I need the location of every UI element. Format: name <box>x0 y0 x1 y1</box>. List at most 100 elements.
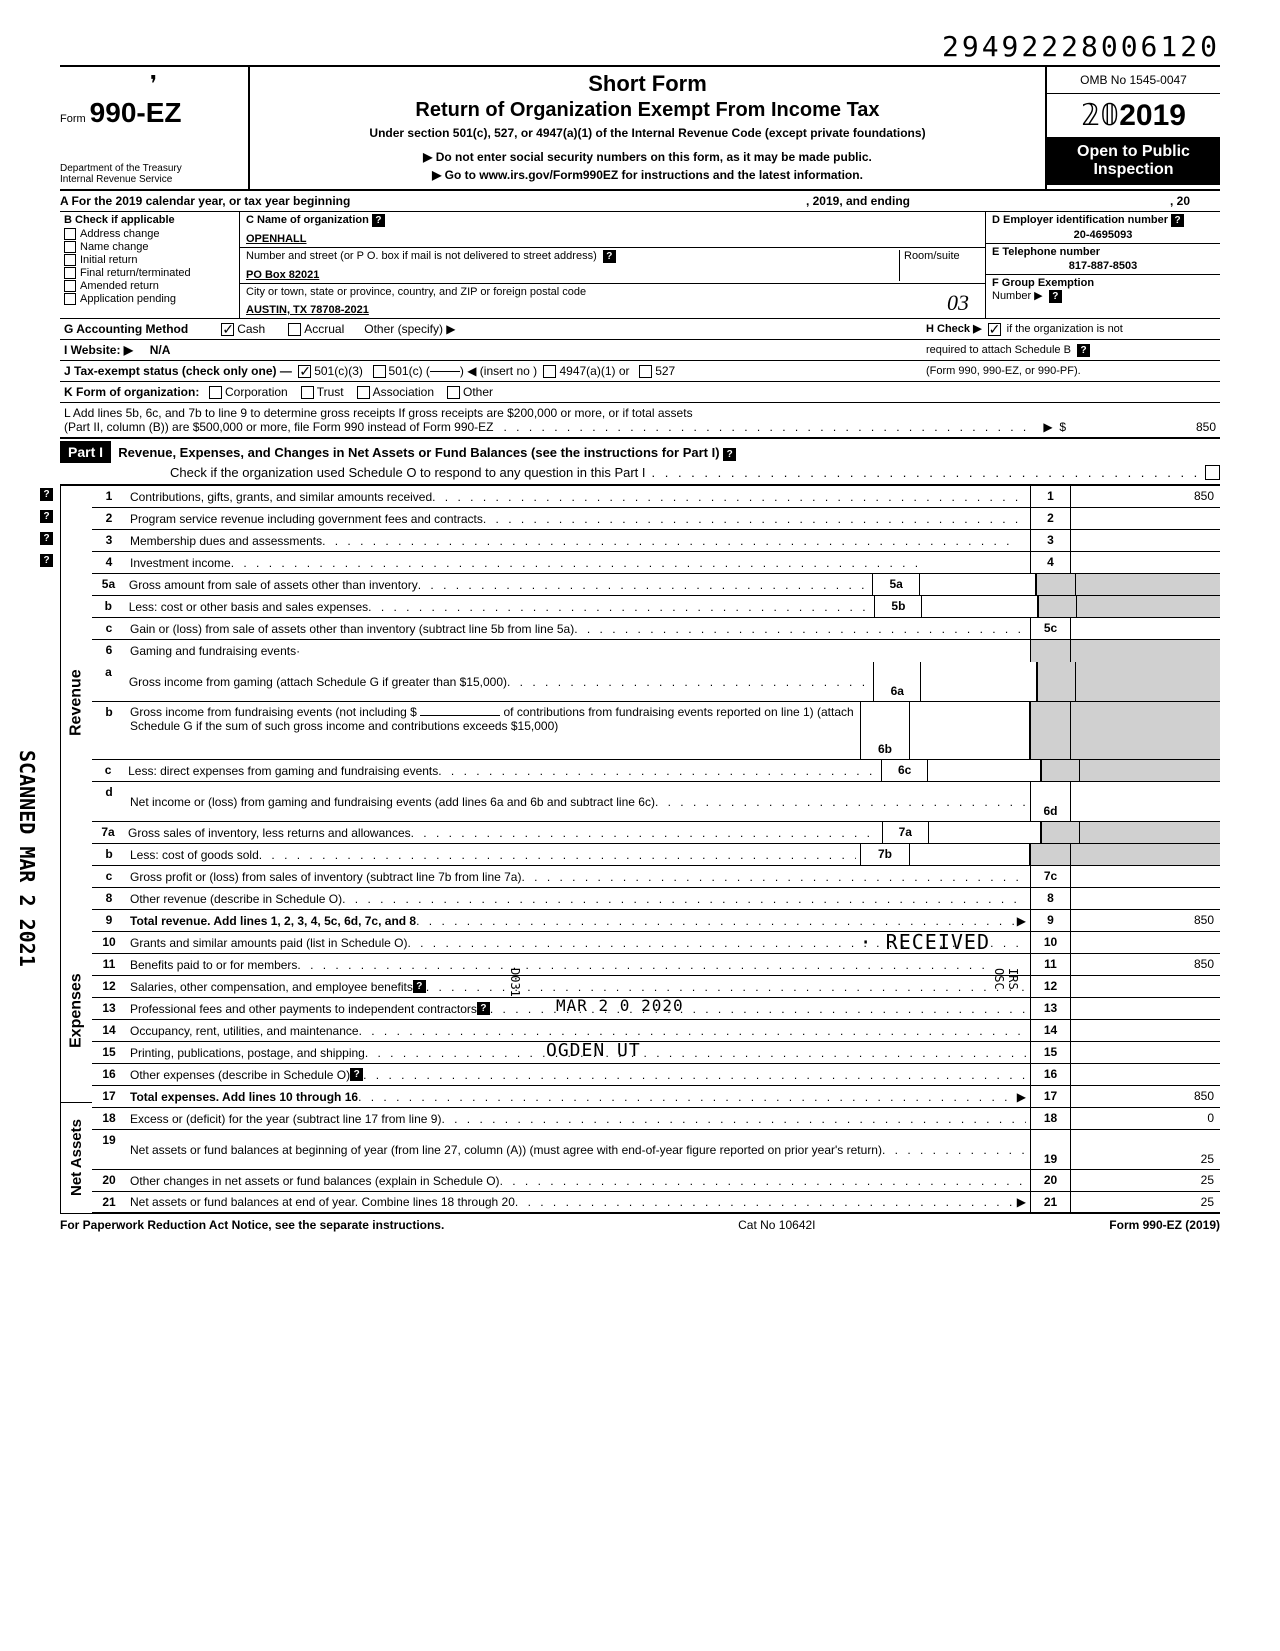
checkbox-icon[interactable] <box>64 228 76 240</box>
line-6c: c Less: direct expenses from gaming and … <box>92 760 1220 782</box>
n: 3 <box>92 530 126 551</box>
amt <box>1070 618 1220 639</box>
l-amt: 850 <box>1066 420 1216 434</box>
d: Less: cost of goods sold <box>130 848 259 862</box>
d: Gaming and fundraising events· <box>130 644 300 658</box>
g-label: G Accounting Method <box>64 322 188 336</box>
rn <box>1036 574 1075 595</box>
rn: 15 <box>1030 1042 1070 1063</box>
line-14: 14 Occupancy, rent, utilities, and maint… <box>92 1020 1220 1042</box>
amt <box>1070 782 1220 821</box>
row-a: A For the 2019 calendar year, or tax yea… <box>60 191 1220 212</box>
n: 6 <box>92 640 126 662</box>
line-7a: 7a Gross sales of inventory, less return… <box>92 822 1220 844</box>
checkbox-assoc[interactable] <box>357 386 370 399</box>
sub: 7a <box>882 822 929 843</box>
help-icon: ? <box>1049 290 1062 303</box>
arrow: ▶ <box>1017 914 1026 928</box>
n: 21 <box>92 1192 126 1212</box>
part1-title: Revenue, Expenses, and Changes in Net As… <box>118 445 719 460</box>
f-label2: Number ▶ <box>992 290 1043 302</box>
title-return: Return of Organization Exempt From Incom… <box>258 99 1037 122</box>
line-i: I Website: ▶ N/A required to attach Sche… <box>60 340 1220 361</box>
part1-label: Part I <box>60 441 111 463</box>
checkbox-other[interactable] <box>447 386 460 399</box>
help-icon: ? <box>1077 344 1090 357</box>
rn: 12 <box>1030 976 1070 997</box>
i-label: I Website: ▶ <box>64 343 133 357</box>
chk-address-change: Address change <box>64 228 235 240</box>
j-c: ) ◀ (insert no ) <box>460 364 537 378</box>
n: 5a <box>92 574 125 595</box>
rn: 3 <box>1030 530 1070 551</box>
l-text2: (Part II, column (B)) are $500,000 or mo… <box>64 420 494 434</box>
line-6a: a Gross income from gaming (attach Sched… <box>92 662 1220 702</box>
help-icon: ? <box>40 510 53 523</box>
checkbox-icon[interactable] <box>64 254 76 266</box>
rn <box>1030 702 1070 759</box>
checkbox-accrual[interactable] <box>288 323 301 336</box>
checkbox-corp[interactable] <box>209 386 222 399</box>
d: Professional fees and other payments to … <box>130 1002 477 1016</box>
d: Total revenue. Add lines 1, 2, 3, 4, 5c,… <box>130 914 416 928</box>
checkbox-trust[interactable] <box>301 386 314 399</box>
b-label: B Check if applicable <box>64 214 175 226</box>
line-18: 18 Excess or (deficit) for the year (sub… <box>92 1108 1220 1130</box>
line-21: 21 Net assets or fund balances at end of… <box>92 1192 1220 1214</box>
n: b <box>92 596 125 617</box>
b-item4: Amended return <box>80 280 159 292</box>
stamp-received: · RECEIVED <box>860 930 990 954</box>
n: c <box>92 760 124 781</box>
e-label: E Telephone number <box>992 246 1100 258</box>
n: b <box>92 702 126 759</box>
checkbox-icon[interactable] <box>64 267 76 279</box>
checkbox-527[interactable] <box>639 365 652 378</box>
checkbox-icon[interactable] <box>64 293 76 305</box>
d: Investment income <box>130 556 231 570</box>
subval <box>922 596 1037 617</box>
l-text1: L Add lines 5b, 6c, and 7b to line 9 to … <box>64 406 1216 420</box>
b-item1: Name change <box>80 241 149 253</box>
form-label: Form <box>60 113 86 125</box>
line-10: 10 Grants and similar amounts paid (list… <box>92 932 1220 954</box>
n: 1 <box>92 486 126 507</box>
line-20: 20 Other changes in net assets or fund b… <box>92 1170 1220 1192</box>
line-17: 17 Total expenses. Add lines 10 through … <box>92 1086 1220 1108</box>
rn: 4 <box>1030 552 1070 573</box>
line-7c: c Gross profit or (loss) from sales of i… <box>92 866 1220 888</box>
checkbox-schedule-o[interactable] <box>1205 465 1220 480</box>
rn <box>1030 640 1070 662</box>
title-short-form: Short Form <box>258 71 1037 97</box>
d: Net income or (loss) from gaming and fun… <box>130 795 655 809</box>
d: Benefits paid to or for members <box>130 958 297 972</box>
checkbox-501c[interactable] <box>373 365 386 378</box>
rn: 8 <box>1030 888 1070 909</box>
dln: 29492228006120 <box>60 30 1220 63</box>
line-5c: c Gain or (loss) from sale of assets oth… <box>92 618 1220 640</box>
header: ❜ Form 990-EZ Department of the Treasury… <box>60 65 1220 191</box>
help-icon: ? <box>603 250 616 263</box>
rn: 20 <box>1030 1170 1070 1191</box>
chk-final: Final return/terminated <box>64 267 235 279</box>
checkbox-501c3[interactable] <box>298 365 311 378</box>
rn: 13 <box>1030 998 1070 1019</box>
d: Gross amount from sale of assets other t… <box>129 578 418 592</box>
d: Gross income from fundraising events (no… <box>130 705 417 719</box>
checkbox-cash[interactable] <box>221 323 234 336</box>
footer-left: For Paperwork Reduction Act Notice, see … <box>60 1218 444 1232</box>
side-net: Net Assets <box>60 1103 92 1214</box>
section-def: D Employer identification number ? 20-46… <box>985 212 1220 318</box>
checkbox-icon[interactable] <box>64 241 76 253</box>
amt <box>1070 1020 1220 1041</box>
checkbox-icon[interactable] <box>64 280 76 292</box>
n: c <box>92 866 126 887</box>
section-c: C Name of organization ? OPENHALL Number… <box>240 212 985 318</box>
line-5a: 5a Gross amount from sale of assets othe… <box>92 574 1220 596</box>
amt <box>1079 822 1220 843</box>
rn <box>1038 596 1076 617</box>
checkbox-h[interactable] <box>988 323 1001 336</box>
subval <box>929 822 1042 843</box>
rn: 7c <box>1030 866 1070 887</box>
subval <box>920 574 1036 595</box>
checkbox-4947[interactable] <box>543 365 556 378</box>
